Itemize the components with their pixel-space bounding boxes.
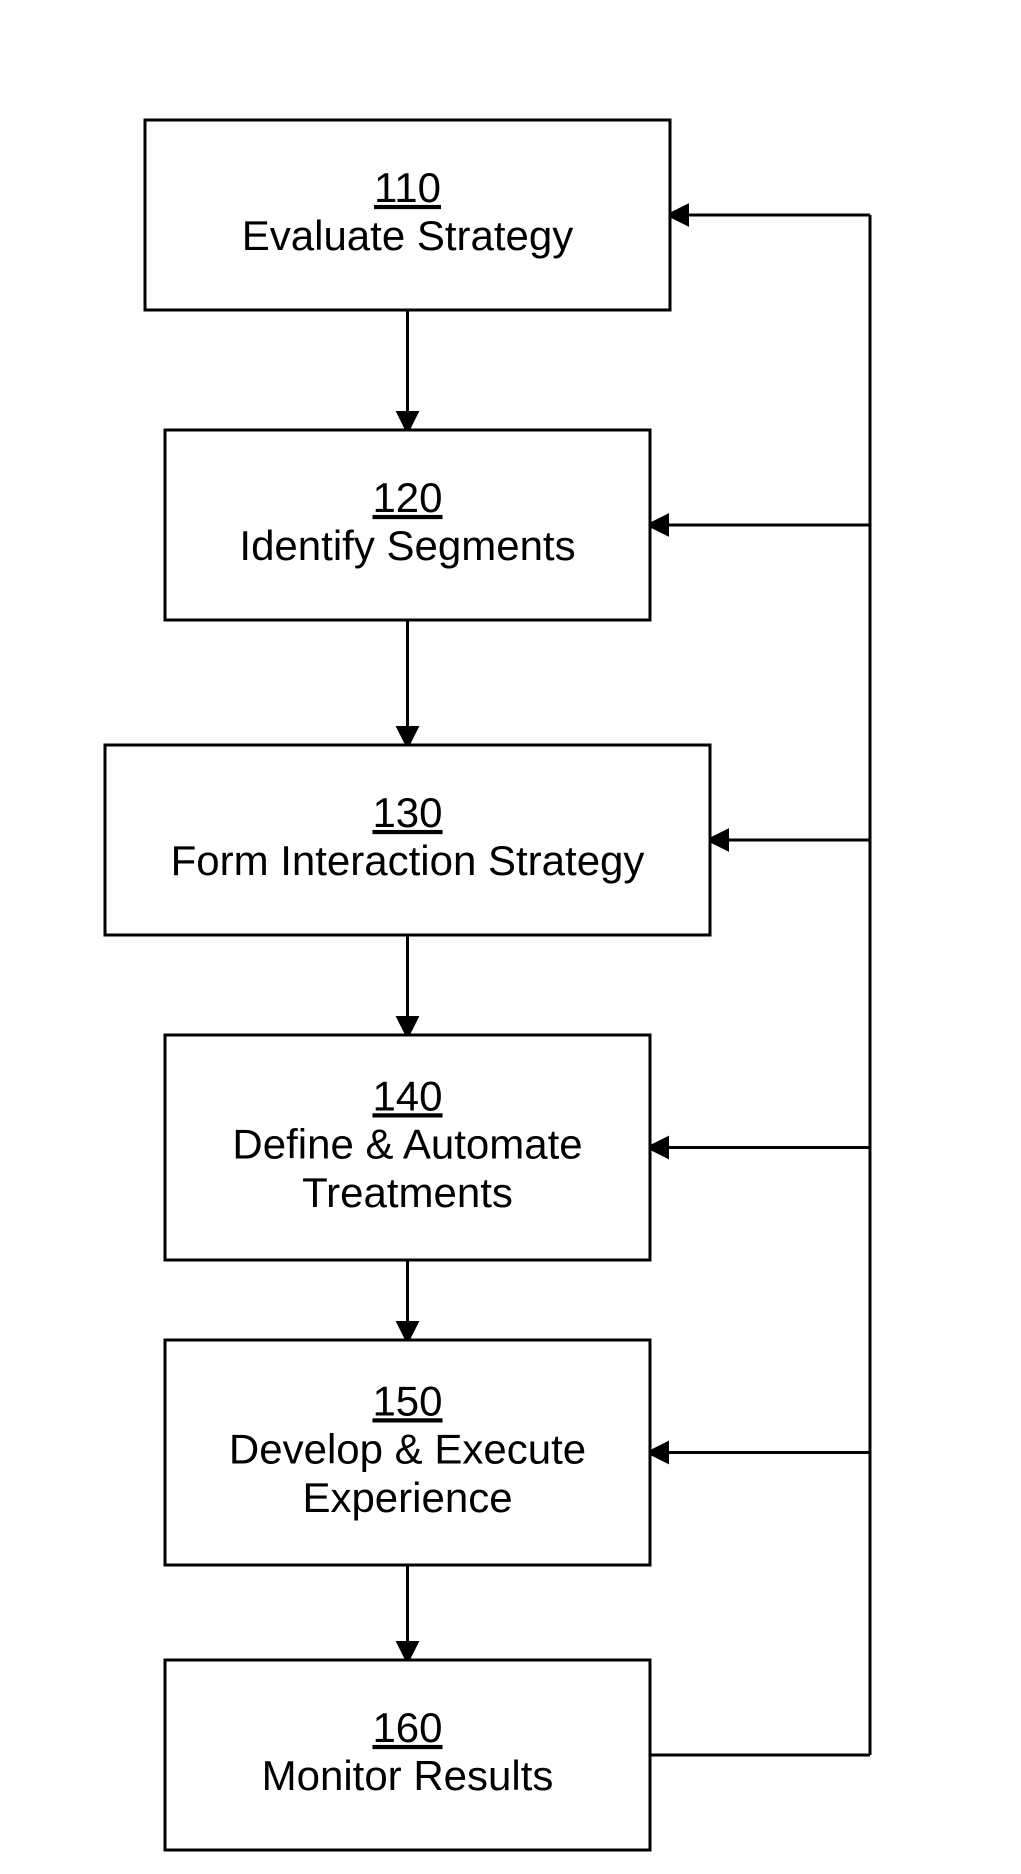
flow-node-110: 110Evaluate Strategy xyxy=(145,120,670,310)
node-label: Form Interaction Strategy xyxy=(171,837,645,884)
flow-node-130: 130Form Interaction Strategy xyxy=(105,745,710,935)
node-label: Evaluate Strategy xyxy=(242,212,574,259)
node-number: 130 xyxy=(372,789,442,836)
flowchart-canvas: 110Evaluate Strategy 120Identify Segments… xyxy=(0,0,1021,1874)
flow-node-160: 160Monitor Results xyxy=(165,1660,650,1850)
node-label: Treatments xyxy=(302,1169,513,1216)
flow-node-120: 120Identify Segments xyxy=(165,430,650,620)
node-label: Define & Automate xyxy=(232,1121,582,1168)
node-label: Monitor Results xyxy=(262,1752,554,1799)
node-label: Develop & Execute xyxy=(229,1426,586,1473)
node-number: 150 xyxy=(372,1377,442,1424)
node-label: Identify Segments xyxy=(239,522,575,569)
node-number: 160 xyxy=(372,1704,442,1751)
flow-node-150: 150Develop & ExecuteExperience xyxy=(165,1340,650,1565)
node-number: 110 xyxy=(374,164,441,211)
node-label: Experience xyxy=(302,1474,512,1521)
flow-node-140: 140Define & AutomateTreatments xyxy=(165,1035,650,1260)
node-number: 140 xyxy=(372,1072,442,1119)
node-number: 120 xyxy=(372,474,442,521)
